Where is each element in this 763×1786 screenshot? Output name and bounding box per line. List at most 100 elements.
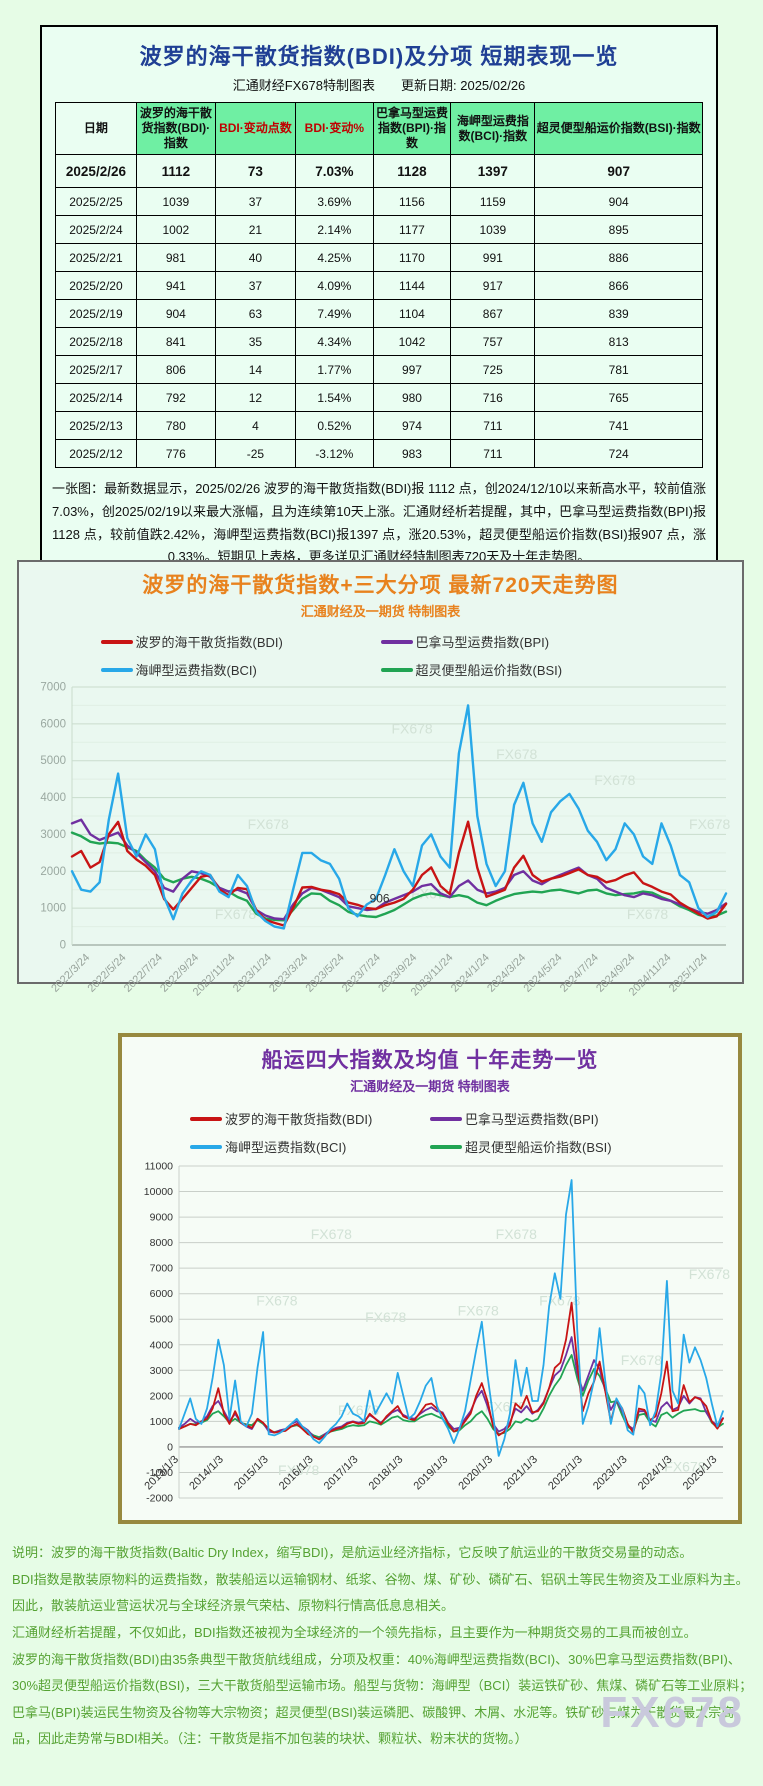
table-row: 2025/2/14 792 12 1.54% 980 716 765	[55, 383, 703, 412]
cell-value: 741	[534, 411, 703, 440]
cell-value: 904	[534, 187, 703, 216]
footer-line-3: 汇通财经析若提醒，不仅如此，BDI指数还被视为全球经济的一个领先指标，且主要作为…	[12, 1624, 697, 1640]
cell-date: 2025/2/12	[55, 439, 137, 468]
table-note: 一张图：最新数据显示，2025/02/26 波罗的海干散货指数(BDI)报 11…	[52, 481, 706, 565]
table-row: 2025/2/26 1112 73 7.03% 1128 1397 907	[55, 154, 703, 188]
cell-value: 991	[450, 243, 536, 272]
bdi-line-swatch	[190, 1116, 222, 1121]
cell-value: 63	[214, 299, 297, 328]
cell-value: 757	[450, 327, 536, 356]
y-tick-label: 3000	[40, 829, 66, 841]
cell-date: 2025/2/20	[55, 271, 137, 300]
watermark-text: FX678	[664, 1458, 705, 1474]
legend-label: 超灵便型船运价指数(BSI)	[415, 663, 563, 678]
cell-value: 1170	[372, 243, 452, 272]
cell-value: 895	[534, 215, 703, 244]
cell-value: 1039	[135, 187, 216, 216]
y-tick-label: 9000	[150, 1212, 174, 1224]
y-tick-label: 5000	[150, 1314, 174, 1326]
cell-value: 1104	[372, 299, 452, 328]
bsi-line-swatch	[380, 667, 413, 672]
watermark-text: FX678	[365, 1309, 406, 1325]
y-tick-label: 0	[167, 1441, 173, 1453]
legend-item-bsi: 超灵便型船运价指数(BSI)	[430, 1137, 670, 1156]
legend-item-bci: 海岬型运费指数(BCI)	[190, 1137, 430, 1156]
cell-value: 1156	[372, 187, 452, 216]
y-tick-label: 4000	[40, 792, 66, 804]
chart-720d-subtitle: 汇通财经及一期货 特制图表	[300, 604, 461, 619]
cell-value: 765	[534, 383, 703, 412]
y-tick-label: 1000	[40, 903, 66, 915]
cell-value: 983	[372, 439, 452, 468]
cell-value: 724	[534, 439, 703, 468]
cell-date: 2025/2/14	[55, 383, 137, 412]
cell-value: 4.09%	[295, 271, 374, 300]
bci-line-swatch	[100, 667, 133, 672]
y-tick-label: 10000	[144, 1186, 173, 1198]
cell-value: 839	[534, 299, 703, 328]
bpi-line	[70, 818, 727, 921]
watermark-text: FX678	[311, 1226, 352, 1242]
watermark-text: FX678	[214, 906, 255, 922]
legend-item-bpi: 巴拿马型运费指数(BPI)	[380, 632, 661, 651]
cell-value: 1112	[135, 154, 216, 188]
cell-value: 1177	[372, 215, 452, 244]
chart-720d-title: 波罗的海干散货指数+三大分项 最新720天走势图	[142, 574, 619, 597]
cell-value: 792	[135, 383, 216, 412]
cell-value: 725	[450, 355, 536, 384]
bpi-line-swatch	[380, 639, 413, 644]
watermark-text: FX678	[594, 772, 635, 788]
x-tick-label: 2024/3/24	[485, 952, 528, 995]
cell-date: 2025/2/21	[55, 243, 137, 272]
table-row: 2025/2/19 904 63 7.49% 1104 867 839	[55, 299, 703, 328]
cell-value: 12	[214, 383, 297, 412]
x-tick-label: 2024/1/24	[448, 952, 491, 995]
cell-value: 1159	[450, 187, 536, 216]
cell-value: 1002	[135, 215, 216, 244]
table-row: 2025/2/25 1039 37 3.69% 1156 1159 904	[55, 187, 703, 216]
y-tick-label: 7000	[150, 1263, 174, 1275]
cell-value: 917	[450, 271, 536, 300]
y-tick-label: 6000	[150, 1288, 174, 1300]
table-row: 2025/2/24 1002 21 2.14% 1177 1039 895	[55, 215, 703, 244]
watermark-text: FX678	[621, 1352, 662, 1368]
chart-10y-section: 船运四大指数及均值 十年走势一览 汇通财经及一期货 特制图表 波罗的海干散货指数…	[118, 1033, 742, 1524]
watermark-text: FX678	[626, 906, 667, 922]
chart-720d-section: 波罗的海干散货指数+三大分项 最新720天走势图 汇通财经及一期货 特制图表 波…	[17, 560, 744, 998]
chart-10y-legend: 波罗的海干散货指数(BDI) 巴拿马型运费指数(BPI) 海岬型运费指数(BCI) 超…	[190, 1109, 670, 1156]
cell-value: 980	[372, 383, 452, 412]
cell-value: 37	[214, 187, 297, 216]
bdi-line	[178, 1301, 724, 1441]
cell-value: 997	[372, 355, 452, 384]
legend-label: 巴拿马型运费指数(BPI)	[465, 1112, 599, 1127]
y-tick-label: -1000	[146, 1467, 173, 1479]
watermark-text: FX678	[496, 1226, 537, 1242]
cell-value: 40	[214, 243, 297, 272]
table-row: 2025/2/12 776 -25 -3.12% 983 711 724	[55, 439, 703, 468]
table-body: 2025/2/26 1112 73 7.03% 1128 1397 907 2025/2/25…	[55, 154, 703, 468]
watermark-text: FX678	[689, 1266, 730, 1282]
cell-value: 867	[450, 299, 536, 328]
col-header-0: 日期	[55, 102, 137, 155]
footer-notes: 说明：波罗的海干散货指数(Baltic Dry Index，缩写BDI)，是航运…	[12, 1540, 754, 1753]
table-row: 2025/2/17 806 14 1.77% 997 725 781	[55, 355, 703, 384]
cell-value: 2.14%	[295, 215, 374, 244]
cell-value: -25	[214, 439, 297, 468]
cell-value: -3.12%	[295, 439, 374, 468]
chart-10y-title: 船运四大指数及均值 十年走势一览	[261, 1049, 599, 1072]
x-tick-label: 2023/3/24	[267, 952, 310, 995]
cell-value: 776	[135, 439, 216, 468]
chart-720d-plot: 0 1000 2000 3000 4000 5000 6000 7000 FX678 FX678 F…	[40, 682, 730, 999]
cell-value: 711	[450, 439, 536, 468]
x-tick-label: 2022/3/24	[49, 952, 92, 995]
y-tick-label: 2000	[40, 866, 66, 878]
cell-value: 941	[135, 271, 216, 300]
cell-value: 4	[214, 411, 297, 440]
cell-value: 4.25%	[295, 243, 374, 272]
cell-value: 1128	[372, 154, 452, 188]
cell-value: 7.49%	[295, 299, 374, 328]
col-header-1: 波罗的海干散货指数(BDI)·指数	[135, 102, 216, 155]
legend-item-bdi: 波罗的海干散货指数(BDI)	[100, 632, 381, 651]
legend-label: 波罗的海干散货指数(BDI)	[225, 1112, 373, 1127]
